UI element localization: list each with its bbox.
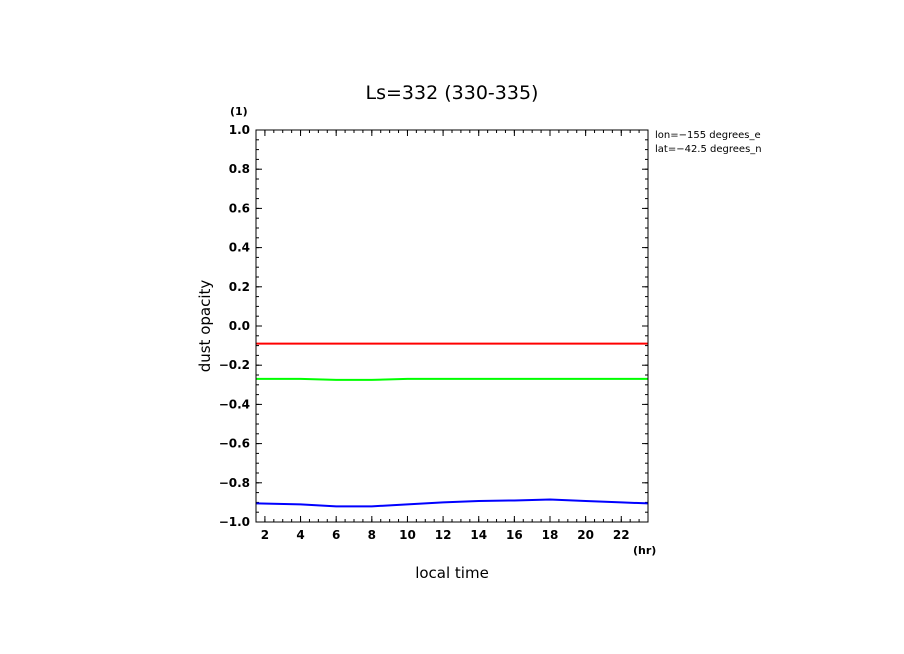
y-tick-label: 0.0 xyxy=(229,319,250,333)
annotation-lon: lon=−155 degrees_e xyxy=(655,130,761,141)
x-tick-label: 8 xyxy=(368,528,376,542)
x-tick-label: 22 xyxy=(613,528,630,542)
y-tick-label: −0.4 xyxy=(219,397,250,411)
chart-title: Ls=332 (330-335) xyxy=(366,82,539,104)
y-tick-label: −0.6 xyxy=(219,437,250,451)
x-unit-label: (hr) xyxy=(633,544,656,557)
x-tick-label: 12 xyxy=(435,528,452,542)
y-tick-label: 0.8 xyxy=(229,162,250,176)
ticks-layer: 1.0 0.8 0.6 0.4 0.2 0.0 −0.2 −0.4 −0.6 −0.8 −1.0 2 4… xyxy=(219,123,648,542)
y-tick-label: 0.4 xyxy=(229,241,250,255)
x-tick-label: 14 xyxy=(470,528,487,542)
plot-frame xyxy=(255,129,649,523)
y-tick-label: 0.2 xyxy=(229,280,250,294)
y-tick-label: 0.6 xyxy=(229,201,250,215)
y-tick-label: 1.0 xyxy=(229,123,250,137)
x-tick-label: 18 xyxy=(542,528,559,542)
series-layer xyxy=(255,342,649,508)
y-axis-title: dust opacity xyxy=(196,280,214,373)
x-tick-label: 20 xyxy=(577,528,594,542)
x-tick-label: 10 xyxy=(399,528,416,542)
y-tick-label: −0.2 xyxy=(219,358,250,372)
x-tick-label: 16 xyxy=(506,528,523,542)
x-tick-label: 4 xyxy=(296,528,304,542)
y-tick-label: −0.8 xyxy=(219,476,250,490)
x-tick-label: 2 xyxy=(261,528,269,542)
series-line-1 xyxy=(256,377,648,381)
series-line-2 xyxy=(255,498,649,508)
y-unit-label: (1) xyxy=(230,105,248,118)
y-tick-label: −1.0 xyxy=(219,515,250,529)
x-axis-title: local time xyxy=(415,564,489,582)
annotation-lat: lat=−42.5 degrees_n xyxy=(655,144,762,155)
x-tick-label: 6 xyxy=(332,528,340,542)
